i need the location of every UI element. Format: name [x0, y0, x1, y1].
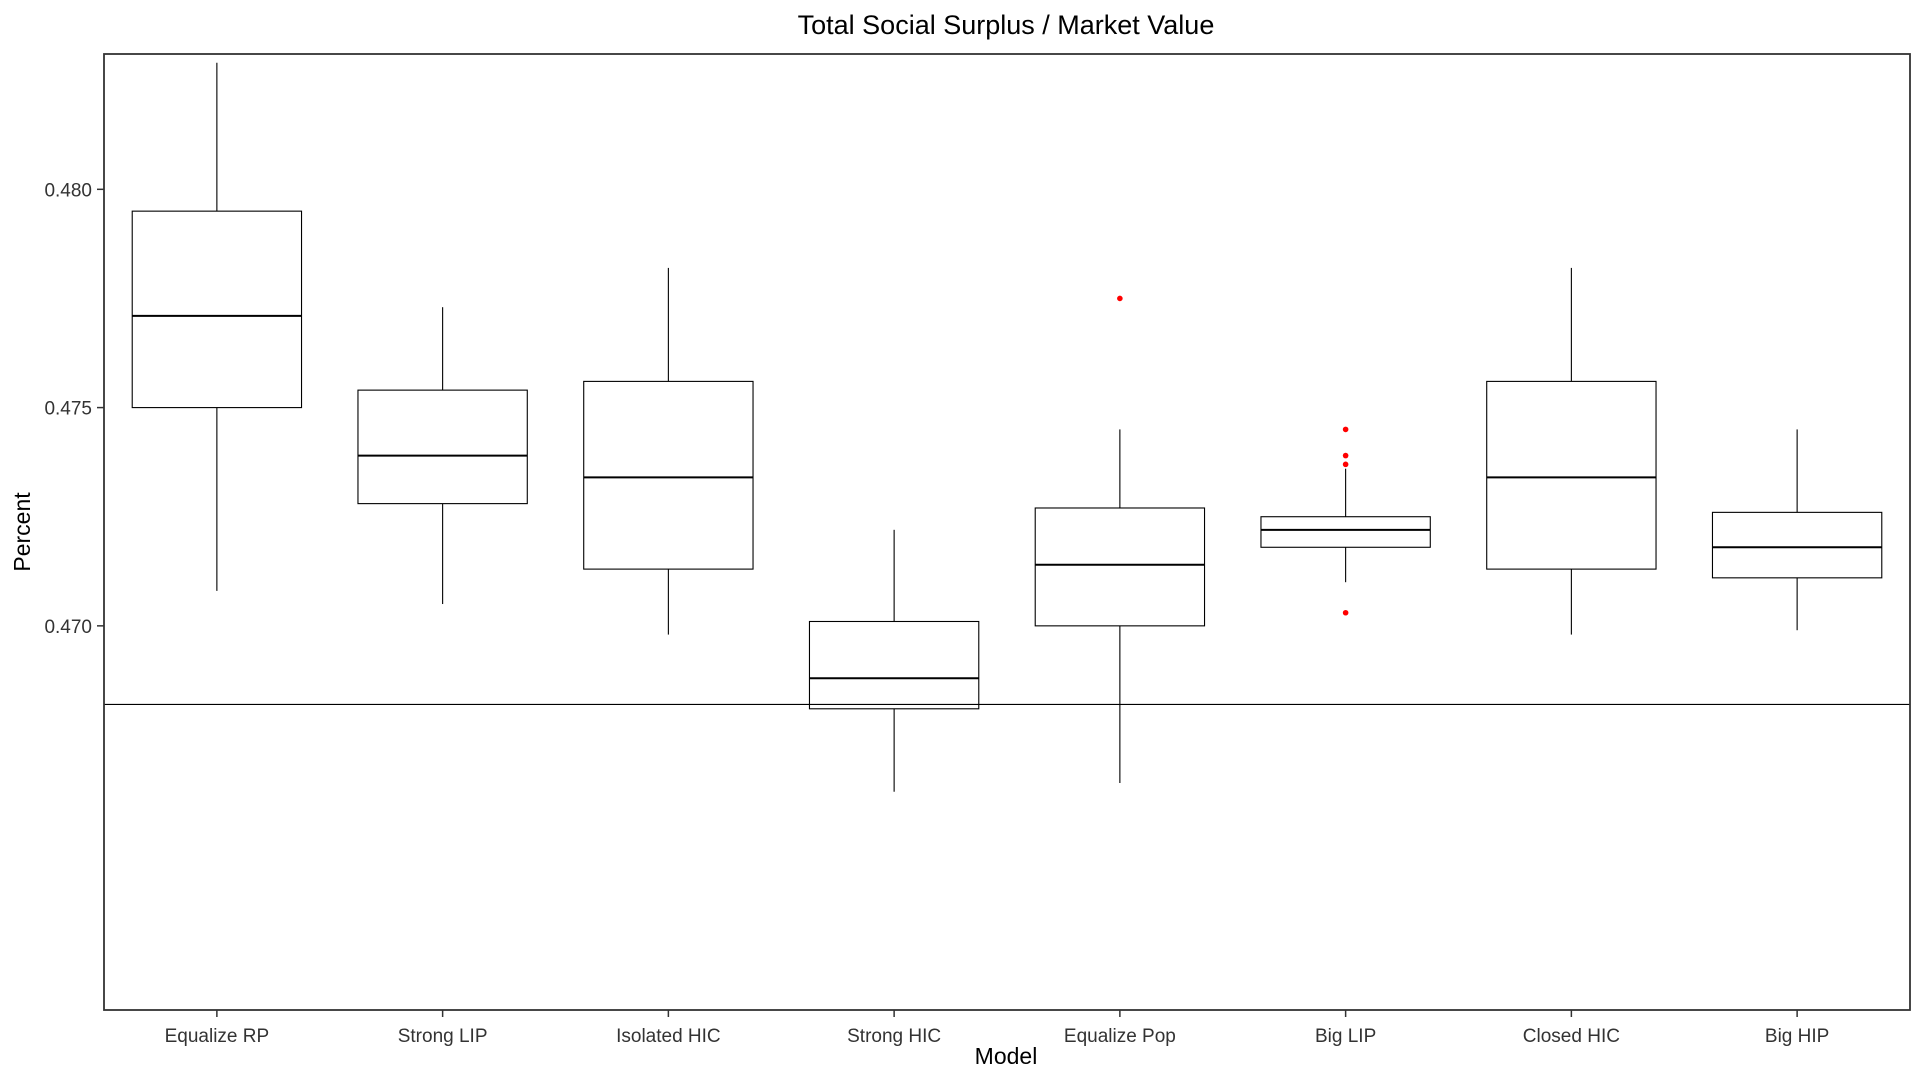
x-tick-label: Equalize Pop	[1064, 1026, 1176, 1047]
box-iqr	[1260, 516, 1431, 548]
x-tick-label: Closed HIC	[1523, 1026, 1620, 1047]
outlier-point	[1342, 452, 1349, 459]
box-iqr	[131, 210, 303, 409]
box-group	[808, 529, 980, 792]
plot-area: 0.470 0.475 0.480 Equalize RP Strong LIP Isol…	[44, 53, 1911, 1047]
box-group	[357, 307, 528, 605]
outlier-point	[1117, 295, 1123, 302]
box-group	[1034, 295, 1206, 784]
box-group	[1711, 429, 1883, 631]
box-iqr	[1034, 507, 1206, 627]
x-tick-label: Isolated HIC	[616, 1026, 721, 1047]
box-group	[583, 267, 754, 635]
box-group	[1260, 426, 1431, 616]
y-tick-label: 0.480	[44, 180, 92, 201]
y-axis-title: Percent	[9, 492, 35, 572]
x-tick-label: Equalize RP	[165, 1026, 270, 1047]
x-tick-label: Strong HIC	[847, 1026, 941, 1047]
box-iqr	[1486, 380, 1657, 570]
x-tick-label: Strong LIP	[398, 1026, 488, 1047]
box-group	[131, 62, 303, 591]
outlier-point	[1342, 461, 1349, 468]
x-axis-title: Model	[975, 1043, 1038, 1069]
box-group	[1486, 267, 1657, 635]
outlier-point	[1342, 426, 1349, 433]
y-tick-label: 0.475	[44, 399, 92, 420]
box-iqr	[1711, 511, 1883, 579]
x-tick-label: Big LIP	[1315, 1026, 1376, 1047]
box-iqr	[357, 389, 528, 505]
chart-title: Total Social Surplus / Market Value	[798, 10, 1215, 40]
box-iqr	[583, 380, 754, 570]
x-tick-label: Big HIP	[1765, 1026, 1829, 1047]
box-iqr	[808, 620, 980, 710]
outlier-point	[1342, 609, 1349, 616]
plot-border	[103, 53, 1911, 1011]
y-tick-label: 0.470	[44, 617, 92, 638]
